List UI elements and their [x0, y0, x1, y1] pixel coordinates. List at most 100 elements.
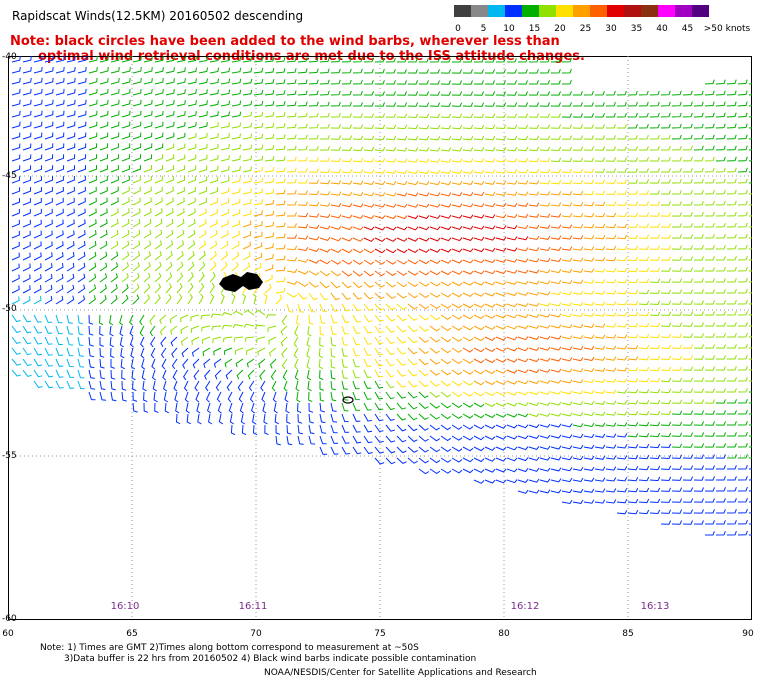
- wind-barb: [396, 336, 407, 344]
- wind-barb: [506, 247, 518, 252]
- wind-barb: [572, 224, 584, 229]
- wind-barb: [584, 102, 594, 107]
- wind-barb: [605, 256, 617, 262]
- wind-barb: [716, 476, 726, 481]
- wind-barb: [229, 413, 235, 425]
- wind-barb: [528, 258, 540, 263]
- wind-barb: [231, 144, 241, 151]
- wind-barb: [418, 380, 429, 388]
- wind-barb: [352, 424, 361, 433]
- wind-barb: [550, 401, 562, 406]
- wind-barb: [121, 294, 129, 305]
- wind-barb: [407, 226, 419, 231]
- wind-barb: [11, 285, 20, 294]
- wind-barb: [66, 241, 75, 250]
- wind-barb: [572, 113, 583, 118]
- wind-barb: [616, 498, 628, 504]
- wind-barb: [77, 110, 87, 118]
- wind-barb: [275, 167, 286, 173]
- wind-barb: [528, 191, 540, 196]
- wind-barb: [638, 267, 650, 273]
- wind-barb: [11, 132, 21, 140]
- wind-barb: [704, 311, 715, 316]
- wind-barb: [506, 446, 518, 451]
- wind-barb: [141, 358, 146, 370]
- wind-barb: [638, 432, 650, 438]
- wind-barb: [407, 259, 419, 265]
- wind-barb: [484, 391, 496, 397]
- wind-barb: [341, 124, 352, 129]
- wind-barb: [176, 110, 186, 118]
- wind-barb: [594, 301, 606, 306]
- wind-barb: [363, 146, 375, 152]
- wind-barb: [517, 402, 529, 407]
- wind-barb: [594, 179, 606, 184]
- wind-barb: [682, 112, 693, 118]
- wind-barb: [121, 262, 129, 272]
- wind-barb: [22, 165, 32, 173]
- wind-barb: [462, 158, 474, 163]
- wind-barb: [638, 344, 650, 350]
- wind-barb: [517, 457, 529, 462]
- wind-barb: [528, 358, 540, 363]
- wind-barb: [671, 223, 682, 228]
- wind-barb: [517, 446, 529, 451]
- wind-barb: [98, 314, 104, 326]
- wind-barb: [330, 336, 337, 347]
- wind-barb: [451, 80, 462, 85]
- wind-barb: [616, 289, 628, 295]
- wind-barb: [121, 99, 131, 107]
- wind-barb: [192, 358, 200, 369]
- wind-barb: [184, 391, 189, 403]
- wind-barb: [737, 167, 748, 173]
- wind-barb: [506, 314, 518, 319]
- wind-barb: [154, 110, 164, 118]
- wind-barb: [627, 168, 638, 173]
- wind-barb: [715, 421, 726, 426]
- wind-barb: [132, 154, 142, 162]
- wind-barb: [264, 254, 274, 261]
- wind-barb: [495, 446, 507, 451]
- wind-barb: [550, 191, 562, 196]
- wind-barb: [264, 221, 275, 228]
- wind-barb: [660, 311, 672, 317]
- wind-barb: [11, 314, 21, 323]
- wind-barb: [704, 355, 715, 360]
- wind-barb: [22, 198, 31, 206]
- wind-barb: [154, 56, 164, 63]
- wind-barb: [33, 219, 42, 228]
- wind-barb: [385, 192, 397, 197]
- wind-barb: [550, 168, 562, 174]
- wind-barb: [517, 380, 529, 385]
- wind-barb: [484, 347, 496, 352]
- wind-barb: [572, 499, 584, 504]
- wind-barb: [319, 259, 331, 265]
- wind-barb: [209, 165, 219, 173]
- wind-barb: [539, 357, 551, 362]
- wind-barb: [627, 454, 639, 460]
- wind-barb: [143, 240, 152, 250]
- wind-barb: [682, 311, 694, 316]
- wind-barb: [352, 146, 364, 152]
- wind-barb: [308, 190, 320, 196]
- wind-barb: [275, 156, 286, 162]
- wind-barb: [572, 201, 584, 207]
- wind-barb: [407, 203, 419, 208]
- wind-barb: [474, 58, 484, 63]
- wind-barb: [704, 123, 715, 129]
- wind-barb: [341, 292, 351, 300]
- lat-label-60: -60: [2, 614, 17, 624]
- wind-barb: [539, 302, 551, 307]
- wind-barb: [110, 165, 119, 173]
- wind-barb: [187, 250, 195, 261]
- wind-barb: [451, 180, 463, 186]
- wind-barb: [374, 336, 384, 345]
- wind-barb: [206, 391, 211, 403]
- wind-barb: [583, 124, 594, 129]
- wind-barb: [550, 91, 561, 96]
- wind-barb: [440, 91, 452, 96]
- wind-barb: [165, 121, 175, 129]
- wind-barb: [430, 69, 440, 74]
- wind-barb: [242, 122, 253, 129]
- wind-barb: [222, 336, 233, 343]
